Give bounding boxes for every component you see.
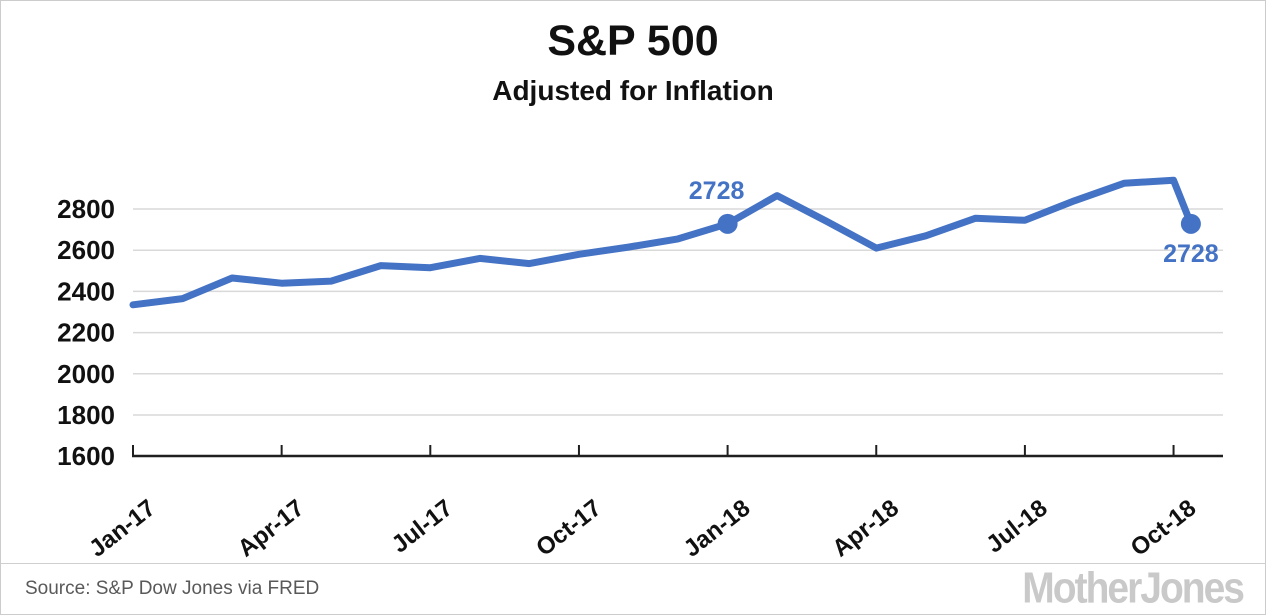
x-axis-label: Oct-17	[531, 494, 606, 561]
x-axis-label: Apr-17	[233, 494, 310, 562]
source-credit: Source: S&P Dow Jones via FRED	[25, 578, 320, 599]
y-axis-label: 1800	[57, 400, 115, 430]
y-axis-label: 2400	[57, 276, 115, 306]
x-axis-label: Apr-18	[827, 494, 904, 562]
x-axis-label: Oct-18	[1126, 494, 1201, 561]
data-point-label: 2728	[689, 177, 745, 205]
data-point-marker	[717, 213, 738, 234]
chart-title: S&P 500	[547, 17, 719, 65]
y-axis-label: 2600	[57, 235, 115, 265]
x-axis-label: Jan-17	[84, 494, 161, 562]
x-axis-label: Jul-17	[387, 494, 458, 558]
x-axis-label: Jul-18	[981, 494, 1052, 558]
y-axis-label: 2200	[57, 318, 115, 348]
motherjones-logo: MotherJones	[1022, 564, 1245, 613]
data-point-marker	[1180, 213, 1201, 234]
footer-divider	[1, 563, 1265, 564]
chart-subtitle: Adjusted for Inflation	[492, 75, 774, 106]
data-point-label: 2728	[1163, 240, 1219, 268]
y-axis-label: 1600	[57, 441, 115, 471]
y-axis-label: 2000	[57, 359, 115, 389]
y-axis-label: 2800	[57, 194, 115, 224]
x-axis-label: Jan-18	[679, 494, 756, 562]
price-line	[129, 176, 1195, 309]
